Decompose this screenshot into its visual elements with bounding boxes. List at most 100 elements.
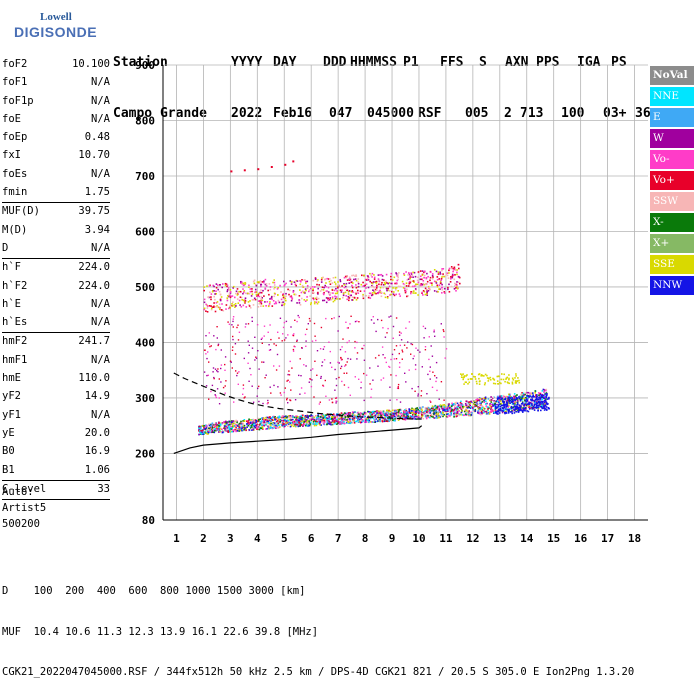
- echo-point: [201, 429, 204, 432]
- echo-point: [358, 413, 360, 415]
- echo-point: [425, 283, 427, 286]
- echo-point: [486, 374, 488, 377]
- echo-point: [354, 291, 357, 294]
- echo-point: [494, 382, 497, 385]
- y-tick-label: 800: [135, 114, 155, 127]
- echo-point: [440, 279, 442, 282]
- echo-point: [259, 418, 261, 420]
- echo-point: [252, 299, 255, 301]
- echo-point: [519, 408, 522, 410]
- echo-point: [312, 298, 315, 301]
- echo-point: [413, 416, 416, 418]
- echo-point: [457, 413, 459, 416]
- echo-point: [426, 407, 428, 410]
- echo-point: [359, 421, 362, 424]
- echo-point: [282, 423, 284, 425]
- echo-point: [373, 278, 376, 280]
- echo-point: [283, 280, 285, 283]
- echo-point: [296, 422, 298, 424]
- echo-point: [545, 401, 548, 404]
- echo-point: [308, 288, 311, 291]
- echo-point: [319, 421, 321, 423]
- echo-point: [497, 411, 499, 413]
- echo-point: [342, 338, 344, 340]
- echo-point: [360, 283, 363, 286]
- param-name: hmF1: [2, 353, 28, 366]
- echo-point: [256, 427, 259, 429]
- echo-point: [236, 298, 239, 300]
- echo-point: [345, 414, 348, 417]
- echo-point: [259, 427, 262, 429]
- echo-point: [235, 426, 237, 429]
- echo-point: [544, 404, 547, 407]
- echo-point: [429, 378, 431, 380]
- echo-point: [242, 304, 245, 307]
- echo-point: [311, 415, 314, 417]
- echo-point: [353, 414, 356, 417]
- echo-point: [275, 420, 278, 423]
- echo-point: [331, 420, 334, 422]
- param-value: N/A: [91, 167, 110, 180]
- echo-point: [348, 297, 350, 299]
- echo-point: [325, 301, 328, 304]
- echo-point: [273, 365, 275, 367]
- echo-point: [356, 417, 358, 419]
- echo-point: [286, 416, 288, 419]
- echo-point: [454, 282, 456, 285]
- echo-point: [498, 412, 501, 414]
- echo-point: [354, 320, 357, 323]
- echo-point: [426, 294, 428, 296]
- echo-point: [352, 274, 355, 277]
- echo-point: [332, 417, 335, 419]
- echo-point: [453, 278, 456, 281]
- echo-point: [202, 433, 204, 435]
- echo-point: [395, 317, 398, 319]
- echo-point: [406, 412, 408, 415]
- echo-point: [227, 321, 229, 323]
- echo-point: [516, 397, 519, 399]
- param-row: h`Es N/A: [2, 314, 110, 332]
- echo-point: [354, 376, 356, 378]
- echo-point: [450, 407, 453, 409]
- echo-point: [243, 419, 246, 421]
- parameter-panel: foF2 10.100 foF1 N/A foF1p N/A foE N/A foEp 0.48 f…: [2, 56, 110, 501]
- echo-point: [446, 408, 448, 410]
- echo-point: [518, 404, 521, 406]
- echo-point: [227, 429, 229, 432]
- echo-point: [347, 421, 350, 424]
- echo-point: [237, 383, 239, 385]
- echo-point: [323, 291, 325, 294]
- echo-point: [320, 375, 322, 378]
- echo-point: [397, 419, 400, 421]
- echo-point: [215, 428, 218, 431]
- echo-point: [367, 279, 370, 281]
- echo-point: [307, 417, 309, 419]
- echo-point: [417, 414, 420, 417]
- echo-point: [444, 275, 446, 278]
- echo-point: [332, 416, 334, 418]
- echo-point: [285, 422, 288, 424]
- echo-point: [427, 407, 430, 409]
- echo-point: [516, 402, 519, 404]
- echo-point: [293, 421, 296, 423]
- echo-point: [261, 281, 264, 283]
- echo-point: [325, 317, 327, 320]
- echo-point: [231, 427, 233, 429]
- echo-point: [511, 377, 514, 380]
- echo-point: [317, 414, 319, 416]
- echo-point: [544, 395, 546, 398]
- echo-point: [361, 347, 363, 350]
- echo-point: [462, 378, 464, 381]
- echo-point: [325, 414, 327, 416]
- echo-point: [334, 297, 337, 300]
- echo-point: [444, 405, 447, 407]
- echo-point: [398, 331, 401, 333]
- echo-point: [253, 425, 256, 427]
- param-value: 14.9: [84, 390, 110, 403]
- echo-point: [320, 326, 323, 329]
- echo-point: [408, 369, 410, 371]
- echo-point: [261, 297, 263, 299]
- echo-point: [401, 351, 404, 353]
- echo-point: [372, 414, 375, 417]
- echo-point: [480, 409, 482, 411]
